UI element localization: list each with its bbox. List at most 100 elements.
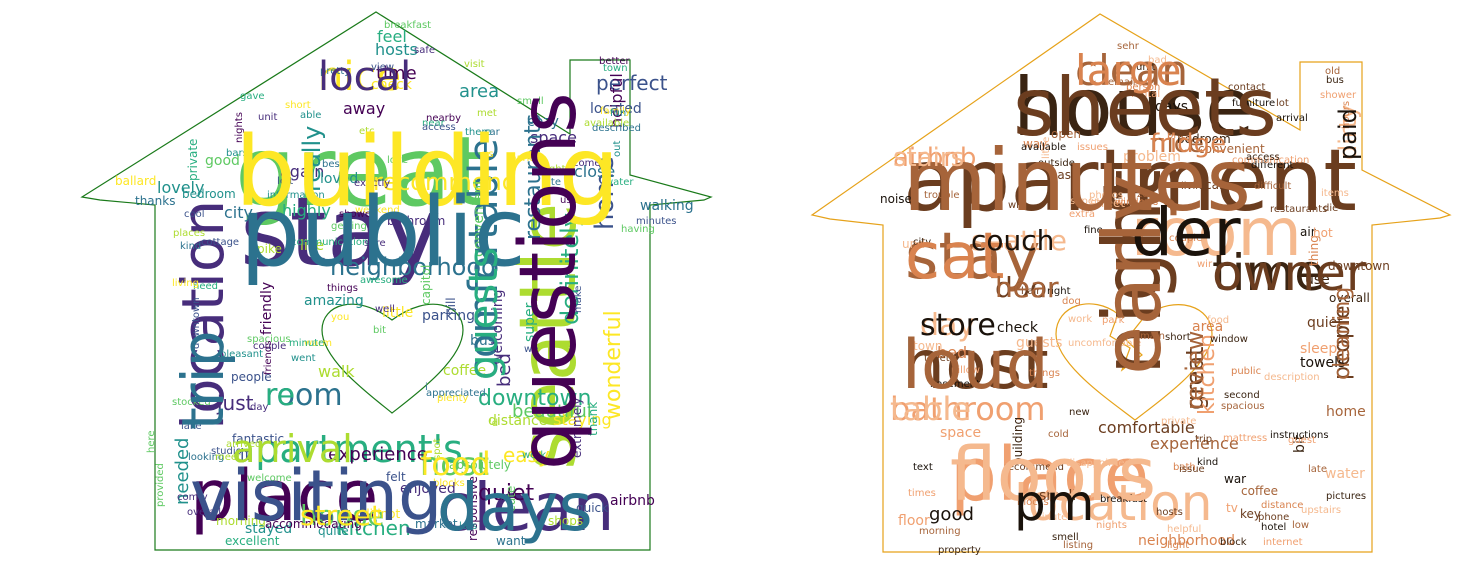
left-cloud-word: airbnb xyxy=(610,493,655,509)
left-cloud-word: hosts xyxy=(375,40,418,59)
left-cloud-word: comfy xyxy=(177,492,208,503)
left-cloud-word: couple xyxy=(253,341,286,352)
left-cloud-word: welcome xyxy=(247,473,292,484)
right-cloud-word: breakfast xyxy=(1100,494,1147,505)
left-cloud-word: thanks xyxy=(135,194,175,208)
left-cloud-word: i xyxy=(425,382,428,393)
right-cloud-word: check xyxy=(997,320,1039,336)
left-cloud-word: perfect xyxy=(596,71,668,95)
right-cloud-word: key xyxy=(1240,507,1261,521)
right-cloud-word: furniture xyxy=(1232,98,1275,109)
right-cloud-word: bathroom xyxy=(890,390,1046,428)
left-cloud-word: out xyxy=(612,141,623,157)
right-cloud-word: wir xyxy=(1197,259,1213,270)
right-cloud-word: bit xyxy=(1292,434,1308,453)
right-cloud-word: pm xyxy=(1014,474,1094,532)
left-cloud-word: etc xyxy=(359,126,375,137)
left-cloud-word: day xyxy=(250,402,268,413)
right-cloud-word: towels xyxy=(1300,355,1345,371)
left-cloud-word: cottage xyxy=(201,237,239,248)
right-cloud-word: home xyxy=(1326,404,1366,420)
left-cloud-word: area xyxy=(459,81,499,102)
right-cloud-word: water xyxy=(1325,466,1365,482)
right-cloud-word: night xyxy=(1086,169,1179,375)
right-cloud-word: internet xyxy=(1263,537,1303,548)
left-cloud-word: living xyxy=(172,278,199,289)
right-cloud-word: noise xyxy=(880,192,912,206)
right-cloud-word: late xyxy=(1308,464,1327,475)
left-cloud-word: right xyxy=(542,164,566,175)
left-cloud-word: exactly xyxy=(354,178,390,189)
left-cloud-word: arrived xyxy=(226,439,261,450)
right-cloud-word: guest xyxy=(1288,435,1316,446)
right-cloud-word: distance xyxy=(1261,500,1303,511)
left-cloud-word: short xyxy=(285,100,311,111)
left-cloud-word: market xyxy=(415,517,458,531)
right-cloud-word: experience xyxy=(1150,434,1239,453)
right-cloud-word: hair xyxy=(1021,286,1041,297)
right-cloud-word: times xyxy=(908,488,936,499)
right-cloud-word: die xyxy=(1323,203,1338,214)
left-cloud-word: getting xyxy=(331,221,367,232)
left-cloud-word: stocked xyxy=(172,397,211,408)
right-cloud-word: text xyxy=(913,462,933,473)
left-cloud-word: bus xyxy=(470,333,495,349)
right-cloud-word: listing xyxy=(1063,540,1093,551)
right-cloud-word: description xyxy=(1264,372,1320,383)
right-cloud-word: good xyxy=(929,504,974,525)
right-cloud-word: early xyxy=(1086,174,1179,375)
right-house-outline xyxy=(810,13,1452,553)
left-cloud-word: people xyxy=(231,370,272,384)
right-cloud-word: tv xyxy=(1226,501,1238,515)
right-cloud-word: items xyxy=(1321,188,1349,199)
left-cloud-word: kitchen xyxy=(337,516,411,540)
right-cloud-word: uncomfortable xyxy=(1068,338,1141,349)
right-cloud-word: trouble xyxy=(924,190,960,201)
left-cloud-word: morning xyxy=(216,514,266,528)
right-cloud-word: floors xyxy=(950,432,1156,518)
left-cloud-word: shower xyxy=(339,209,376,220)
right-cloud-word: extra xyxy=(1069,209,1095,220)
right-cloud-word: problem xyxy=(1123,149,1181,165)
left-cloud-word: quick xyxy=(576,501,608,515)
right-cloud-word: different xyxy=(1251,160,1294,171)
left-cloud-word: blocks xyxy=(433,478,465,489)
left-cloud-word: beautiful xyxy=(512,401,592,422)
right-cloud-word: fridge xyxy=(1150,129,1226,159)
right-cloud-word: window xyxy=(1210,334,1248,345)
right-cloud-word: airbnb xyxy=(893,143,976,173)
left-cloud-word: minutes xyxy=(636,216,676,227)
right-cloud-word: bedroom xyxy=(1177,132,1231,146)
right-cloud-word: host xyxy=(902,326,1049,405)
left-cloud-word: near xyxy=(422,118,446,129)
left-cloud-word: family xyxy=(600,106,631,117)
right-cloud-word: access xyxy=(1246,152,1280,163)
right-cloud-word: wifi xyxy=(1008,200,1025,211)
left-cloud-word: walking xyxy=(640,198,694,214)
left-cloud-word: met xyxy=(477,108,497,119)
right-cloud-word: sehr xyxy=(1117,41,1140,52)
left-cloud-word: late xyxy=(542,177,561,188)
right-cloud-word: second xyxy=(1224,390,1260,401)
left-cloud-word: awesome xyxy=(360,275,408,286)
left-cloud-word: just xyxy=(216,391,254,415)
right-cloud-word: couple xyxy=(1169,233,1202,244)
right-cloud-word: morning xyxy=(919,526,961,537)
left-cloud-word: questions xyxy=(504,92,594,470)
left-cloud-word: stay xyxy=(240,178,441,288)
left-cloud-word: felt xyxy=(386,470,406,484)
left-cloud-word: information xyxy=(267,190,325,201)
right-cloud-word: review xyxy=(1181,331,1209,410)
right-cloud-word: photos xyxy=(1089,190,1123,201)
left-cloud-word: ballard xyxy=(115,174,156,188)
left-cloud-word: quite xyxy=(318,524,349,538)
right-cloud-word: way xyxy=(1023,137,1047,151)
right-cloud-word: communication xyxy=(1232,155,1309,166)
left-cloud-word: definitely xyxy=(556,213,584,325)
right-cloud-word: mattress xyxy=(1223,433,1267,444)
right-cloud-word: table xyxy=(890,390,971,428)
left-cloud-word: easy xyxy=(503,443,550,467)
right-cloud-word: seattle xyxy=(971,224,1067,257)
right-cloud-word: great xyxy=(1181,347,1209,410)
